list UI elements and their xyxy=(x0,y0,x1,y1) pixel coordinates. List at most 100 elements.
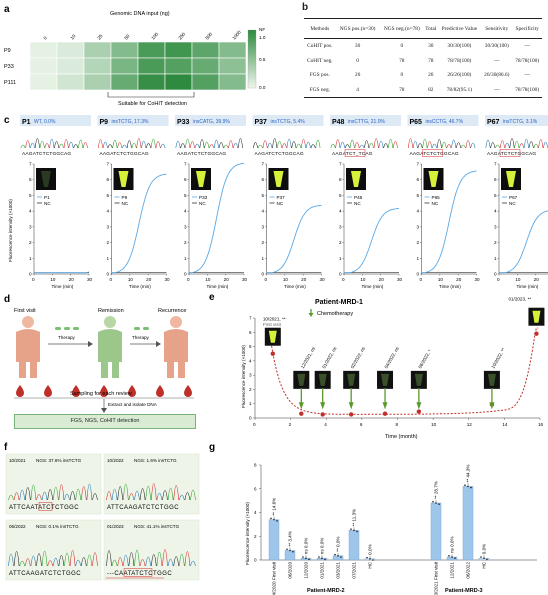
sample-mutation: insTCTG, 17.3% xyxy=(112,119,150,125)
tube-glow xyxy=(273,171,284,187)
chromatogram-peak xyxy=(378,140,384,149)
y-tick-label: 1 xyxy=(494,256,497,261)
chromatogram-peak xyxy=(82,142,88,149)
chromatogram-peak xyxy=(330,143,336,149)
sequence-text: AAGATCTCTGGCAG xyxy=(255,151,304,157)
chromatogram-peak xyxy=(25,558,31,567)
table-cell: 0 xyxy=(356,57,359,64)
chromatogram-box: 01/2023 NGS: 41.1% insTCTG ---CAATATCTCTGG… xyxy=(103,519,200,581)
y-tick-label: 6 xyxy=(339,177,342,182)
sample-name: P33 xyxy=(177,119,190,126)
sample-mutation: WT, 0.0% xyxy=(34,119,56,125)
heatmap-cell xyxy=(218,73,247,91)
replicate-dot xyxy=(438,503,440,505)
y-tick-label: 4 xyxy=(249,358,252,363)
y-tick-label: 3 xyxy=(339,224,342,229)
chromatogram-peak xyxy=(427,141,433,149)
legend-nc: NC xyxy=(44,201,51,206)
table-cell: 30 xyxy=(428,43,434,50)
th-ngs-pos: NGS pos.(n=30) xyxy=(339,25,376,32)
heatmap-cell xyxy=(110,57,139,75)
mutation-highlight xyxy=(499,149,521,157)
table-cell: 4 xyxy=(356,86,359,93)
y-tick-label: 2 xyxy=(262,240,265,245)
x-tick-label: 20 xyxy=(69,277,75,282)
chromatogram-peak xyxy=(141,140,147,149)
y-tick-label: 4 xyxy=(339,209,342,214)
chromatogram-peak xyxy=(98,139,103,149)
replicate-dot xyxy=(353,529,355,532)
chromatogram-peak xyxy=(86,483,93,501)
table-cell: --- xyxy=(494,86,500,93)
chromatogram-peak xyxy=(139,559,146,567)
tube-glow xyxy=(196,171,206,187)
tube-glow xyxy=(532,310,541,323)
time-point-label: 01/2022, ns xyxy=(321,345,338,369)
chromatogram-peak xyxy=(92,552,98,567)
chromatogram-peak xyxy=(519,143,525,149)
bar-category-label: 12/2021 xyxy=(450,562,455,579)
y-tick-label: 0 xyxy=(262,272,265,277)
chromatogram-peak xyxy=(54,141,60,149)
table-cell: 82 xyxy=(428,86,434,93)
chromatogram-peak xyxy=(8,553,14,567)
chromatogram-peak xyxy=(156,492,163,501)
y-tick-label: 2 xyxy=(254,534,257,539)
x-tick-label: 0 xyxy=(253,422,256,427)
bracket xyxy=(107,92,195,98)
y-tick-label: 0 xyxy=(29,272,32,277)
table-cell: 30/30(100) xyxy=(447,43,472,50)
chromatogram-peak xyxy=(64,493,70,501)
chromatogram-peak xyxy=(436,139,442,149)
x-axis-label: Time (min) xyxy=(362,284,384,289)
chromatogram-peak xyxy=(184,551,191,567)
chromatogram-peak xyxy=(75,559,81,567)
table-cell: FGS neg. xyxy=(309,86,330,93)
chemo-arrowhead xyxy=(416,402,422,410)
chromatogram-peak xyxy=(228,140,234,149)
chromatogram-peak xyxy=(422,138,428,149)
chromatogram-peak xyxy=(301,139,306,149)
trace-ngs: NGS: 0.1% insTCTG xyxy=(36,524,79,529)
legend-sample: P1 xyxy=(44,195,50,200)
heatmap-cell xyxy=(164,73,193,91)
chromatogram-peak xyxy=(73,144,79,149)
chromatogram-peak xyxy=(126,140,132,149)
x-tick-label: 20 xyxy=(534,277,540,282)
chromatogram-peak xyxy=(131,142,137,149)
y-tick-label: 5 xyxy=(184,193,187,198)
chromatogram-peak xyxy=(368,142,374,149)
chromatogram-peak xyxy=(465,140,471,149)
table-cell: 78/78(100) xyxy=(515,86,540,93)
chromatogram-peak xyxy=(30,484,37,501)
chemo-arrowhead xyxy=(382,402,388,410)
colorbar-label: NF xyxy=(259,27,265,32)
chromatogram-peak xyxy=(189,141,195,149)
chromatogram-peak xyxy=(53,557,59,567)
chromatogram-peak xyxy=(75,488,81,501)
chromatogram-peak xyxy=(441,141,447,149)
group-label: Patient-MRD-3 xyxy=(445,588,483,594)
table-row: CoHIT pos. 30 0 30 30/30(100) 30/30(100) --- xyxy=(304,39,542,54)
chromatogram-peak xyxy=(39,140,45,149)
table-cell: 26/30(86.6) xyxy=(484,72,510,79)
trace-date: 10/2022 xyxy=(107,458,124,463)
sample-name: P65 xyxy=(410,119,423,126)
panel-e-title: Patient-MRD-1 xyxy=(315,299,363,306)
chromatogram-peak xyxy=(262,140,268,149)
chromatogram-peak xyxy=(86,554,93,567)
y-tick-label: 5 xyxy=(107,193,110,198)
x-tick-label: 20 xyxy=(301,277,307,282)
tube-glow xyxy=(347,373,356,386)
y-tick-label: 0 xyxy=(339,272,342,277)
chromatogram-peak xyxy=(194,143,200,149)
replicate-dot xyxy=(480,556,482,558)
chromatogram-peak xyxy=(8,494,14,501)
x-tick-label: 2 xyxy=(289,422,292,427)
x-axis-label: Time (min) xyxy=(52,284,74,289)
sample-mutation: insTCTG, 5.4% xyxy=(271,119,306,125)
data-point xyxy=(299,411,304,416)
sample-curve xyxy=(189,162,245,274)
trace-ngs: NGS: 41.1% insTCTG xyxy=(134,524,180,529)
table-cell: 30 xyxy=(354,43,361,50)
